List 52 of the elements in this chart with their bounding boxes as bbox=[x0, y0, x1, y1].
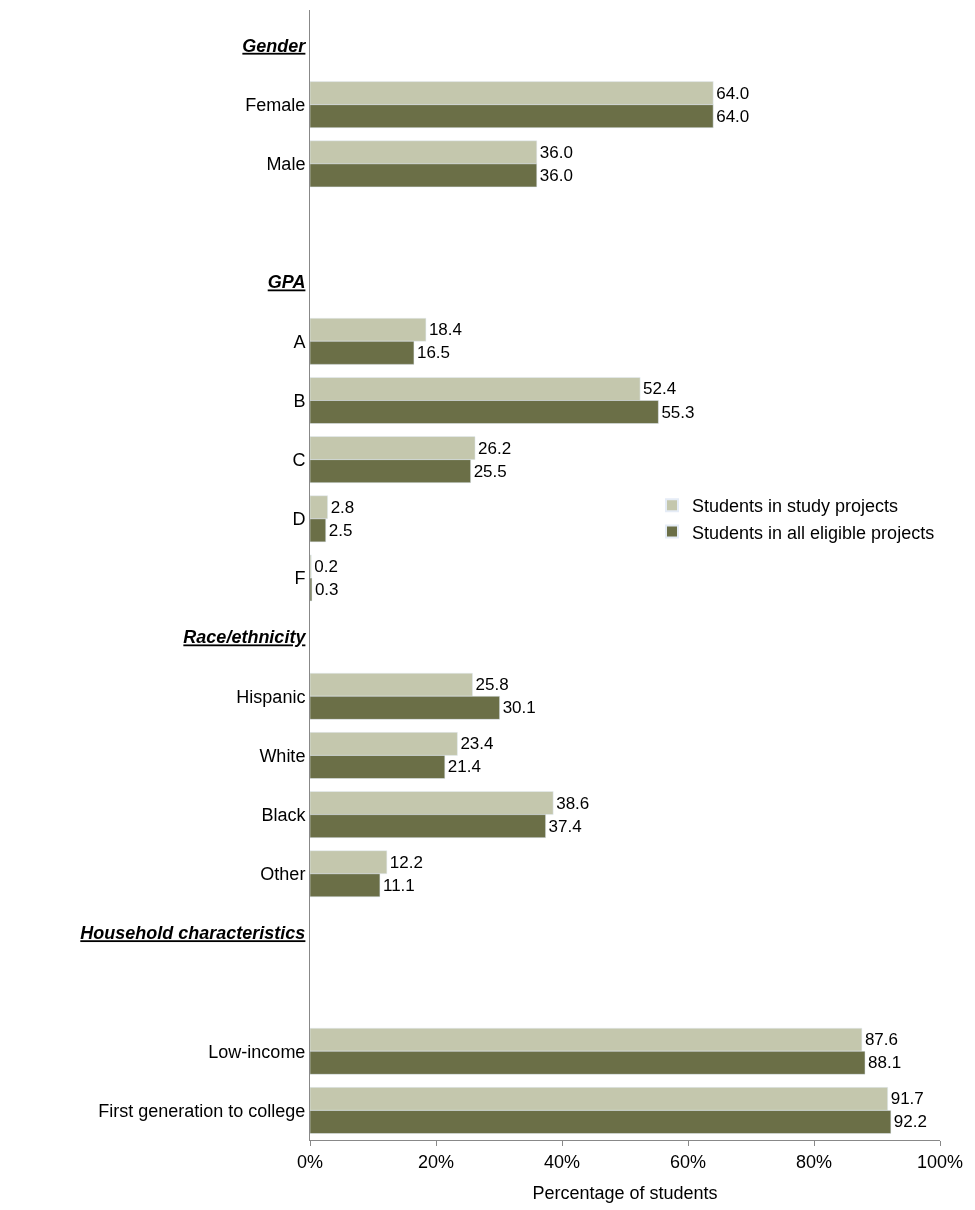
data-label: 36.0 bbox=[539, 165, 573, 185]
x-tick-label: 80% bbox=[795, 1151, 833, 1172]
legend-label: Students in all eligible projects bbox=[692, 522, 935, 543]
x-tick-label: 0% bbox=[296, 1151, 324, 1172]
y-tick-label: Low-income bbox=[208, 1041, 306, 1062]
x-tick-label: 100% bbox=[916, 1151, 964, 1172]
data-label: 12.2 bbox=[389, 852, 423, 872]
data-label: 64.0 bbox=[716, 83, 750, 103]
y-tick-label: Hispanic bbox=[236, 686, 306, 707]
y-tick-label: Race/ethnicity bbox=[183, 627, 307, 648]
data-label: 0.3 bbox=[314, 579, 339, 599]
data-label: 11.1 bbox=[382, 875, 415, 895]
x-tick-label: 60% bbox=[669, 1151, 707, 1172]
data-label: 25.5 bbox=[473, 461, 507, 481]
data-label: 52.4 bbox=[643, 379, 677, 399]
data-label: 38.6 bbox=[556, 793, 590, 813]
data-label: 37.4 bbox=[548, 816, 582, 836]
data-label: 92.2 bbox=[893, 1112, 927, 1132]
y-tick-label: D bbox=[292, 509, 306, 530]
data-label: 2.5 bbox=[328, 520, 353, 540]
data-label: 30.1 bbox=[502, 698, 536, 718]
y-tick-label: White bbox=[259, 745, 306, 766]
y-tick-label: Female bbox=[245, 94, 306, 115]
data-label: 87.6 bbox=[864, 1030, 898, 1050]
data-label: 36.0 bbox=[539, 142, 573, 162]
y-tick-label: A bbox=[293, 331, 306, 352]
y-tick-label: GPA bbox=[267, 272, 306, 293]
x-axis-title: Percentage of students bbox=[532, 1182, 718, 1203]
y-tick-label: C bbox=[292, 449, 306, 470]
y-tick-label: Household characteristics bbox=[80, 923, 306, 944]
data-label: 25.8 bbox=[475, 675, 509, 695]
data-label: 0.2 bbox=[314, 556, 338, 576]
y-tick-label: Male bbox=[266, 154, 306, 175]
legend-label: Students in study projects bbox=[692, 496, 899, 517]
data-label: 88.1 bbox=[868, 1053, 902, 1073]
data-label: 16.5 bbox=[416, 343, 451, 363]
y-tick-label: B bbox=[293, 390, 306, 411]
data-label: 91.7 bbox=[890, 1089, 924, 1109]
data-label: 18.4 bbox=[428, 320, 463, 340]
y-tick-label: F bbox=[294, 568, 306, 589]
data-label: 64.0 bbox=[716, 106, 750, 126]
data-label: 2.8 bbox=[330, 497, 355, 517]
data-label: 21.4 bbox=[447, 757, 481, 777]
y-tick-label: First generation to college bbox=[98, 1100, 306, 1121]
y-tick-label: Black bbox=[261, 804, 307, 825]
y-tick-label: Gender bbox=[242, 35, 307, 56]
data-label: 23.4 bbox=[460, 734, 494, 754]
data-label: 55.3 bbox=[661, 402, 695, 422]
x-tick-label: 40% bbox=[543, 1151, 581, 1172]
x-tick-label: 20% bbox=[417, 1151, 455, 1172]
y-tick-label: Other bbox=[260, 864, 306, 885]
data-label: 26.2 bbox=[478, 438, 512, 458]
